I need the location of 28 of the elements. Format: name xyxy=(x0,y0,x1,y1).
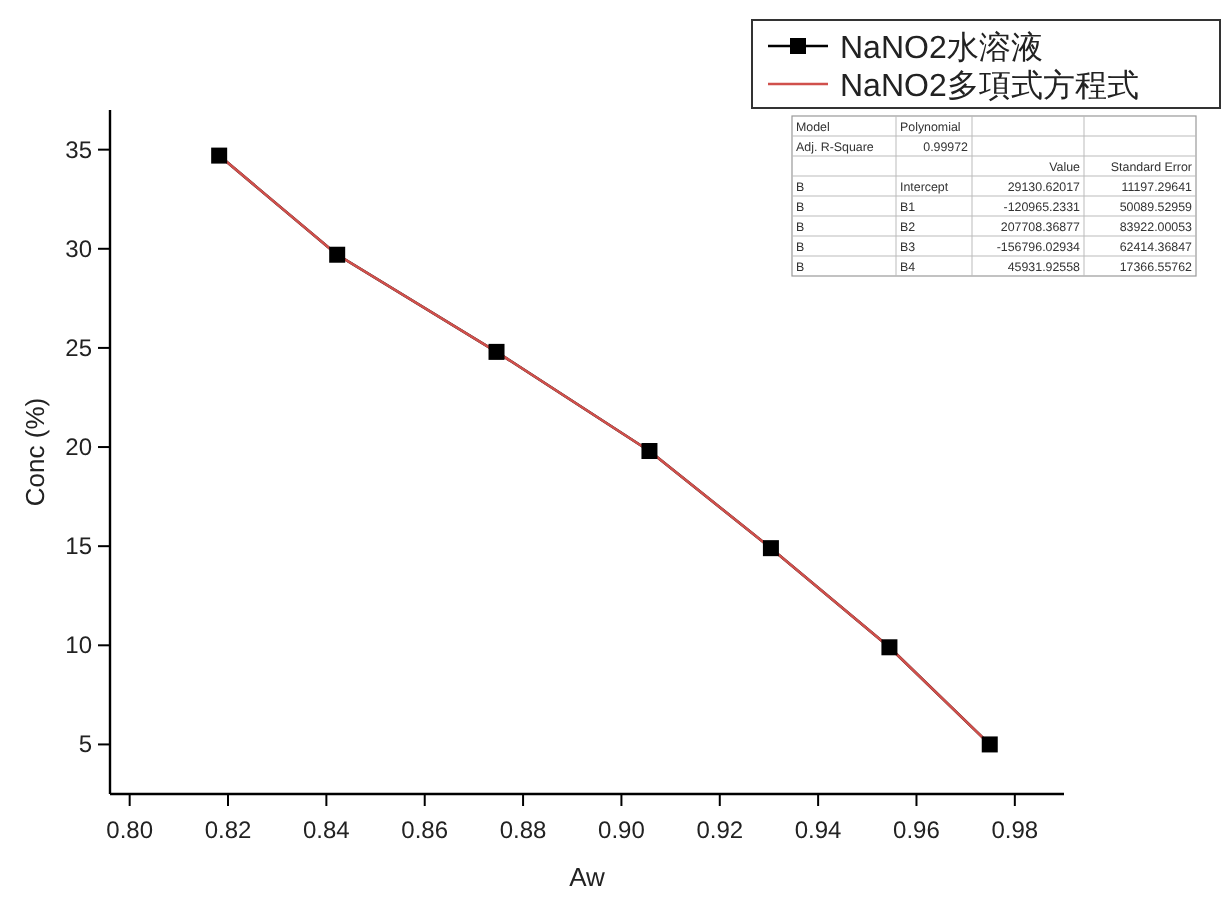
y-tick-label: 10 xyxy=(65,631,93,660)
point xyxy=(488,343,505,360)
x-tick-label: 0.82 xyxy=(204,816,253,844)
point xyxy=(211,147,228,164)
point xyxy=(981,736,998,753)
x-tick-label: 0.96 xyxy=(893,816,941,844)
y-axis-title: Conc (%) xyxy=(20,397,50,507)
x-tick-label: 0.88 xyxy=(499,816,548,844)
x-tick-label: 0.92 xyxy=(696,816,744,844)
y-tick-label: 15 xyxy=(65,532,93,561)
point xyxy=(329,246,346,263)
legend-label: NaNO2水溶液 xyxy=(840,30,1043,66)
x-tick-label: 0.80 xyxy=(106,816,154,844)
x-tick-label: 0.98 xyxy=(991,816,1039,844)
y-tick-label: 30 xyxy=(65,234,93,263)
point xyxy=(641,443,658,460)
y-tick-label: 25 xyxy=(65,333,93,362)
x-axis-title: Aw xyxy=(569,862,607,892)
point xyxy=(762,540,779,557)
x-tick-label: 0.94 xyxy=(794,816,843,844)
y-tick-label: 20 xyxy=(65,433,93,462)
y-tick-label: 5 xyxy=(78,730,93,759)
x-tick-label: 0.84 xyxy=(303,816,351,844)
legend-label: NaNO2多項式方程式 xyxy=(840,68,1139,104)
point xyxy=(881,639,898,656)
y-tick-label: 35 xyxy=(65,135,93,164)
x-tick-label: 0.86 xyxy=(401,816,449,844)
x-tick-label: 0.90 xyxy=(598,816,646,844)
